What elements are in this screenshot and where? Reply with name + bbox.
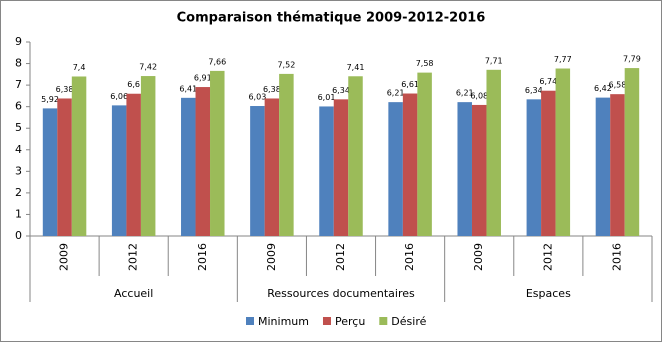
bar <box>264 98 280 236</box>
legend-label: Perçu <box>335 315 365 328</box>
y-tick-label: 1 <box>15 207 22 220</box>
group-label: Ressources documentaires <box>267 287 415 300</box>
value-label: 7,42 <box>139 63 157 72</box>
x-tick-label: 2012 <box>334 243 347 271</box>
value-label: 6,03 <box>248 93 266 102</box>
x-tick-label: 2009 <box>472 243 485 271</box>
value-label: 6,38 <box>56 85 74 94</box>
value-label: 6,21 <box>456 89 474 98</box>
bar <box>388 102 403 236</box>
chart-title: Comparaison thématique 2009-2012-2016 <box>177 11 486 26</box>
legend-swatch <box>246 317 254 325</box>
bar <box>250 106 265 237</box>
x-tick-label: 2012 <box>127 243 140 271</box>
legend-label: Désiré <box>391 315 426 328</box>
value-label: 7,52 <box>277 60 295 69</box>
bar <box>457 102 472 236</box>
bar <box>555 68 571 236</box>
value-label: 6,91 <box>194 74 212 83</box>
y-tick-label: 0 <box>15 229 22 242</box>
x-tick-label: 2016 <box>403 243 416 271</box>
x-tick-label: 2012 <box>541 243 554 271</box>
value-label: 6,21 <box>387 89 405 98</box>
y-tick-label: 5 <box>15 121 22 134</box>
y-tick-label: 6 <box>15 100 22 113</box>
bar <box>610 94 625 236</box>
x-tick-label: 2016 <box>196 243 209 271</box>
value-label: 7,77 <box>554 55 572 64</box>
bar <box>111 105 127 236</box>
legend-swatch <box>379 317 388 325</box>
value-label: 6,08 <box>470 91 488 100</box>
bar <box>126 93 141 236</box>
value-label: 6,34 <box>332 86 350 95</box>
value-label: 7,58 <box>416 59 434 68</box>
bar <box>319 106 334 236</box>
value-label: 6,34 <box>525 86 543 95</box>
bar <box>526 99 542 237</box>
bar <box>595 97 611 236</box>
x-tick-label: 2009 <box>265 243 278 271</box>
value-label: 7,66 <box>208 57 226 66</box>
bar <box>71 76 87 236</box>
bar <box>210 70 225 236</box>
y-tick-label: 3 <box>15 164 22 177</box>
y-tick-label: 8 <box>15 57 22 70</box>
bar <box>333 99 349 237</box>
value-label: 6,58 <box>609 81 627 90</box>
value-label: 6,6 <box>127 80 140 89</box>
value-label: 7,41 <box>347 63 365 72</box>
value-label: 6,41 <box>179 84 197 93</box>
bar <box>471 104 487 236</box>
x-tick-label: 2016 <box>610 243 623 271</box>
bar <box>402 93 418 236</box>
value-label: 7,4 <box>73 63 86 72</box>
bar <box>57 98 72 236</box>
y-tick-label: 2 <box>15 186 22 199</box>
legend-swatch <box>322 317 331 325</box>
y-tick-label: 4 <box>15 143 22 156</box>
value-label: 6,74 <box>539 77 557 86</box>
bar <box>181 97 196 236</box>
bar <box>279 73 294 236</box>
value-label: 6,06 <box>110 92 128 101</box>
legend-label: Minimum <box>258 315 309 328</box>
value-label: 6,42 <box>594 84 612 93</box>
group-label: Accueil <box>114 287 153 300</box>
value-label: 7,79 <box>623 55 641 64</box>
bar <box>417 72 432 236</box>
bar <box>42 108 58 236</box>
value-label: 5,92 <box>41 95 59 104</box>
value-label: 7,71 <box>485 56 503 65</box>
x-tick-label: 2009 <box>58 243 71 271</box>
y-tick-label: 7 <box>15 78 22 91</box>
value-label: 6,61 <box>401 80 419 89</box>
bar <box>140 76 156 237</box>
bar <box>348 76 363 236</box>
bar <box>195 87 211 236</box>
bar <box>541 90 556 237</box>
y-tick-label: 9 <box>15 35 22 48</box>
bar <box>624 68 640 237</box>
value-label: 6,01 <box>318 93 336 102</box>
group-label: Espaces <box>526 287 571 300</box>
bar <box>486 69 501 236</box>
value-label: 6,38 <box>263 85 281 94</box>
